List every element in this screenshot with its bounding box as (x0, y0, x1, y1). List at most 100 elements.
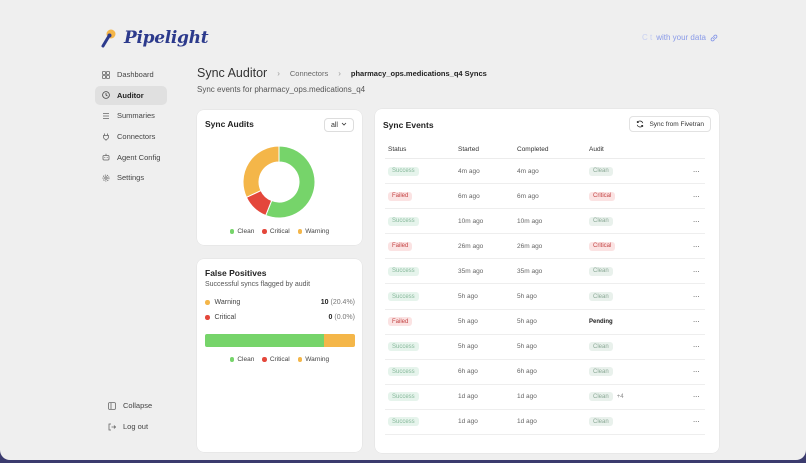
more-options-icon[interactable]: ··· (692, 392, 700, 402)
table-row[interactable]: Success 6h ago 6h ago Clean ··· (385, 360, 705, 385)
chevron-down-icon (341, 121, 347, 129)
collapse-button[interactable]: Collapse (101, 396, 171, 415)
completed-cell: 5h ago (517, 343, 537, 351)
table-row[interactable]: Success 1d ago 1d ago Clean +4 ··· (385, 385, 705, 410)
audit-cell: Clean (589, 417, 687, 427)
completed-cell: 4m ago (517, 167, 539, 175)
started-cell: 5h ago (458, 293, 478, 301)
sidebar-item-auditor[interactable]: Auditor (95, 85, 167, 105)
false-positives-card: False Positives Successful syncs flagged… (197, 259, 362, 452)
audit-badge: Pending (589, 318, 613, 325)
audit-badge: Clean (589, 166, 613, 176)
fp-critical-count: 0 (328, 314, 333, 321)
started-cell: 35m ago (458, 267, 484, 275)
more-options-icon[interactable]: ··· (692, 266, 700, 276)
legend-label: Warning (305, 356, 330, 363)
sync-from-fivetran-button[interactable]: Sync from Fivetran (629, 116, 711, 132)
sidebar-footer: Collapse Log out (101, 396, 171, 438)
status-badge: Success (388, 392, 419, 402)
started-cell: 1d ago (458, 393, 478, 401)
logout-icon (108, 423, 116, 431)
table-row[interactable]: Success 1d ago 1d ago Clean ··· (385, 410, 705, 436)
sync-events-card: Sync Events Sync from Fivetran Status St… (375, 109, 719, 453)
audit-badge: Critical (589, 241, 616, 251)
column-header-status: Status (388, 146, 407, 153)
sidebar-item-label: Auditor (117, 90, 144, 100)
critical-dot-icon (262, 357, 267, 362)
status-badge: Failed (388, 317, 413, 327)
fp-warning-count: 10 (320, 299, 329, 306)
breadcrumb-connectors-link[interactable]: Connectors (289, 68, 329, 78)
fp-warning-pct: (20.4%) (330, 299, 355, 306)
table-row[interactable]: Success 35m ago 35m ago Clean ··· (385, 259, 705, 285)
more-options-icon[interactable]: ··· (692, 342, 700, 352)
logout-button[interactable]: Log out (101, 417, 171, 436)
table-row[interactable]: Failed 6m ago 6m ago Critical ··· (385, 184, 705, 210)
audit-cell: Critical (589, 241, 687, 251)
completed-cell: 5h ago (517, 318, 537, 326)
status-cell: Success (385, 216, 458, 226)
table-row[interactable]: Success 4m ago 4m ago Clean ··· (385, 159, 705, 185)
audit-cell: Clean (589, 216, 687, 226)
sidebar-item-label: Agent Config (117, 152, 161, 162)
sidebar-item-dashboard[interactable]: Dashboard (95, 65, 167, 84)
audit-filter-select[interactable]: all (324, 118, 354, 132)
breadcrumb-current: pharmacy_ops.medications_q4 Syncs (350, 68, 487, 78)
legend-critical: Critical (262, 356, 290, 363)
legend-label: Critical (269, 356, 290, 363)
table-row[interactable]: Success 10m ago 10m ago Clean ··· (385, 209, 705, 235)
audit-badge: Critical (589, 191, 616, 201)
sidebar-item-summaries[interactable]: Summaries (95, 106, 167, 125)
legend-warning: Warning (297, 356, 330, 363)
audit-badge: Clean (589, 342, 613, 352)
link-icon (710, 34, 718, 41)
table-body: Success 4m ago 4m ago Clean ··· Failed 6m ago 6… (385, 159, 705, 436)
logout-label: Log out (123, 422, 149, 431)
sidebar-item-agent-config[interactable]: Agent Config (95, 148, 167, 167)
sidebar-item-connectors[interactable]: Connectors (95, 127, 167, 146)
status-badge: Success (388, 367, 419, 377)
completed-cell: 1d ago (517, 393, 537, 401)
status-cell: Failed (385, 191, 458, 201)
false-positives-bar (205, 334, 355, 347)
legend-label: Clean (237, 228, 255, 235)
more-options-icon[interactable]: ··· (692, 241, 700, 251)
started-cell: 1d ago (458, 418, 478, 426)
chat-link-label: with your data (656, 33, 706, 42)
sync-events-title: Sync Events (383, 120, 434, 130)
more-options-icon[interactable]: ··· (692, 417, 700, 427)
chat-with-data-link[interactable]: C t with your data (642, 33, 718, 42)
app-logo[interactable]: Pipelight (100, 28, 209, 48)
completed-cell: 35m ago (517, 267, 543, 275)
audit-badge: Clean (589, 216, 613, 226)
status-badge: Success (388, 216, 419, 226)
audit-badge: Clean (589, 367, 613, 377)
started-cell: 5h ago (458, 343, 478, 351)
more-options-icon[interactable]: ··· (692, 317, 700, 327)
status-badge: Success (388, 266, 419, 276)
legend-label: Clean (237, 356, 255, 363)
more-options-icon[interactable]: ··· (692, 367, 700, 377)
more-options-icon[interactable]: ··· (692, 191, 700, 201)
chevron-right-icon: › (338, 68, 341, 78)
warning-dot-icon (205, 300, 210, 305)
chevron-right-icon: › (277, 68, 280, 78)
sidebar-item-settings[interactable]: Settings (95, 168, 167, 187)
more-options-icon[interactable]: ··· (692, 292, 700, 302)
fp-critical-pct: (0.0%) (334, 314, 355, 321)
table-row[interactable]: Success 5h ago 5h ago Clean ··· (385, 284, 705, 310)
table-row[interactable]: Failed 5h ago 5h ago Pending ··· (385, 310, 705, 335)
page-subtitle: Sync events for pharmacy_ops.medications… (197, 85, 366, 94)
started-cell: 26m ago (458, 242, 484, 250)
breadcrumb: Sync Auditor › Connectors › pharmacy_ops… (197, 66, 487, 80)
more-options-icon[interactable]: ··· (692, 216, 700, 226)
completed-cell: 5h ago (517, 293, 537, 301)
audit-badge: Clean (589, 392, 613, 402)
more-options-icon[interactable]: ··· (692, 166, 700, 176)
sync-audits-title: Sync Audits (205, 119, 254, 129)
table-row[interactable]: Success 5h ago 5h ago Clean ··· (385, 335, 705, 360)
table-row[interactable]: Failed 26m ago 26m ago Critical ··· (385, 234, 705, 260)
bar-segment-warning (324, 334, 355, 347)
audit-filter-value: all (330, 121, 338, 129)
clock-icon (102, 91, 110, 99)
